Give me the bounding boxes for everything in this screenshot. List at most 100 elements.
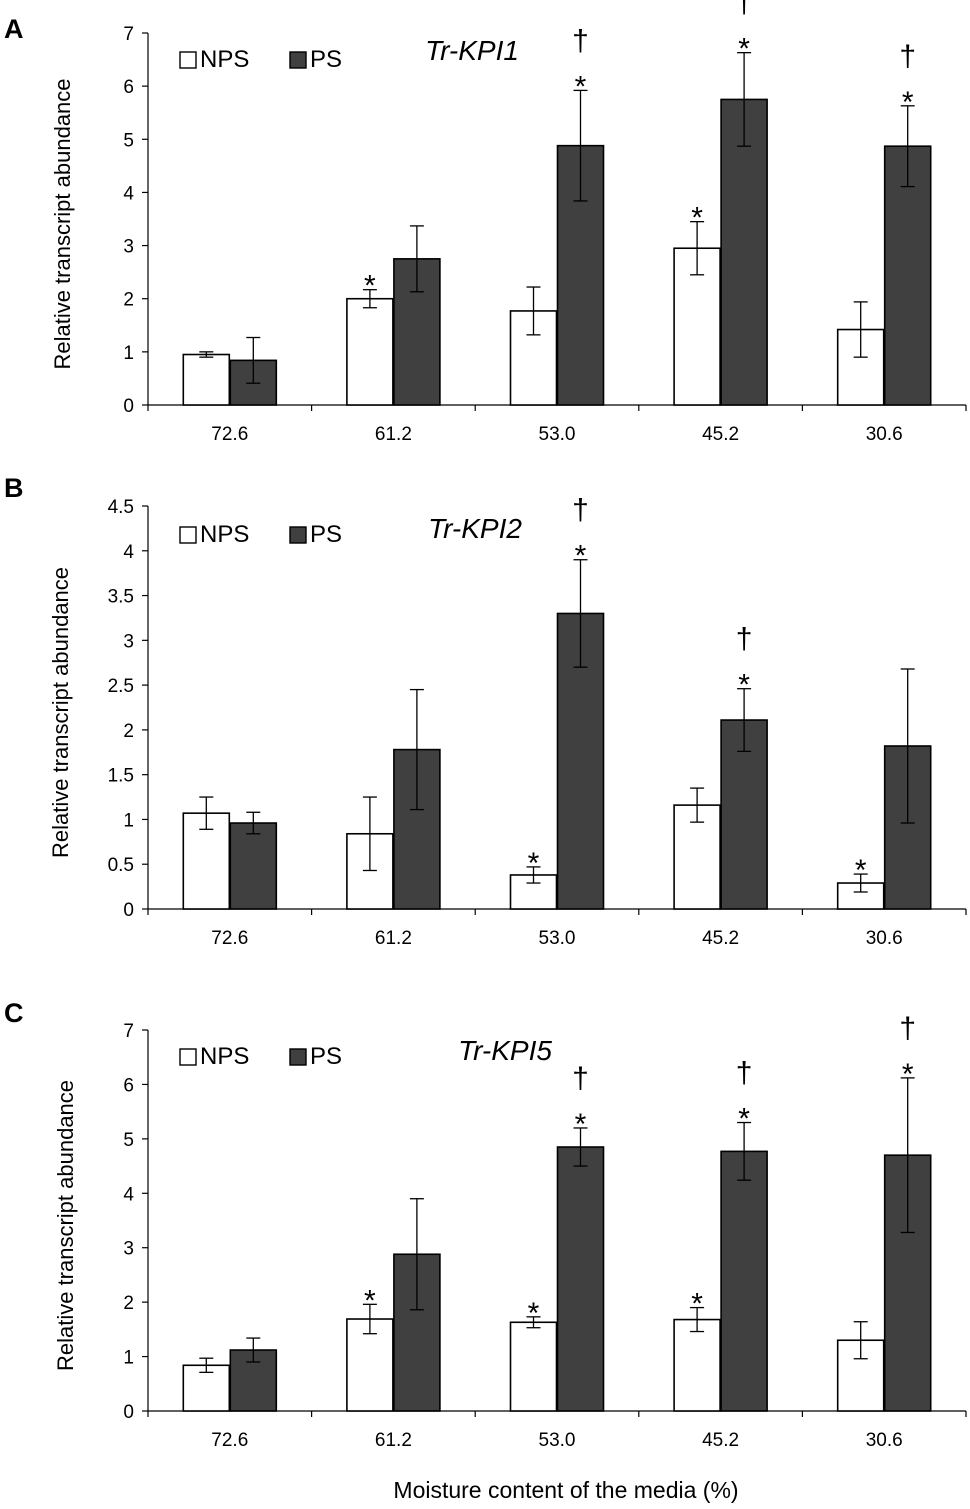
x-tick-label: 53.0 <box>539 928 576 949</box>
y-tick-label: 4.5 <box>108 497 134 518</box>
x-tick-label: 30.6 <box>866 424 903 445</box>
bar-ps <box>720 98 768 406</box>
y-tick-label: 6 <box>123 1075 134 1096</box>
significance-asterisk: * <box>738 669 750 702</box>
bar-nps <box>182 353 231 406</box>
bar-nps <box>509 1321 558 1412</box>
y-tick-label: 5 <box>123 130 134 151</box>
y-tick-label: 1.5 <box>108 766 134 787</box>
chart-title: Tr-KPI1 <box>425 35 519 66</box>
y-tick-label: 3 <box>123 1239 134 1260</box>
significance-dagger: † <box>572 494 589 527</box>
significance-dagger: † <box>899 1012 916 1045</box>
y-tick-label: 3.5 <box>108 587 134 608</box>
y-tick-label: 2.5 <box>108 676 134 697</box>
significance-dagger: † <box>572 24 589 57</box>
y-axis-label: Relative transcript abundance <box>50 78 75 369</box>
significance-asterisk: * <box>902 1058 914 1091</box>
bar-nps <box>346 297 394 406</box>
bar-nps <box>182 812 231 910</box>
y-tick-label: 2 <box>123 1293 134 1314</box>
bar-nps <box>673 1318 721 1412</box>
bar-ps <box>883 145 932 406</box>
x-tick-label: 30.6 <box>866 928 903 949</box>
bar-ps <box>720 1150 768 1412</box>
y-tick-label: 0 <box>123 900 134 921</box>
significance-asterisk: * <box>528 847 540 880</box>
x-tick-label: 72.6 <box>211 424 248 445</box>
y-tick-label: 7 <box>123 1021 134 1042</box>
y-tick-label: 0 <box>123 396 134 417</box>
y-tick-label: 3 <box>123 631 134 652</box>
panel-label: C <box>4 998 24 1028</box>
panel-label: B <box>4 473 24 503</box>
significance-dagger: † <box>572 1062 589 1095</box>
significance-asterisk: * <box>575 1108 587 1141</box>
legend-swatch-ps <box>289 1048 307 1066</box>
x-tick-label: 61.2 <box>375 1430 412 1451</box>
legend-label-ps: PS <box>310 46 342 73</box>
bar-ps <box>556 1146 605 1412</box>
y-tick-label: 1 <box>123 1348 134 1369</box>
significance-asterisk: * <box>691 1288 703 1321</box>
chart-title: Tr-KPI5 <box>458 1035 552 1066</box>
legend-label-nps: NPS <box>200 46 249 73</box>
x-tick-label: 45.2 <box>702 424 739 445</box>
x-tick-label: 53.0 <box>539 424 576 445</box>
x-tick-label: 53.0 <box>539 1430 576 1451</box>
significance-asterisk: * <box>528 1297 540 1330</box>
y-tick-label: 3 <box>123 237 134 258</box>
significance-asterisk: * <box>575 70 587 103</box>
bar-ps <box>229 822 278 910</box>
y-tick-label: 0.5 <box>108 855 134 876</box>
x-tick-label: 45.2 <box>702 928 739 949</box>
legend-swatch-ps <box>289 51 307 69</box>
y-tick-label: 4 <box>123 542 134 563</box>
panel-label: A <box>4 14 24 44</box>
legend-swatch-ps <box>289 526 307 544</box>
chart-title: Tr-KPI2 <box>428 513 522 544</box>
significance-dagger: † <box>736 0 753 20</box>
y-axis-label: Relative transcript abundance <box>53 1080 78 1371</box>
legend-label-nps: NPS <box>200 521 249 548</box>
x-tick-label: 72.6 <box>211 1430 248 1451</box>
significance-asterisk: * <box>902 86 914 119</box>
y-tick-label: 2 <box>123 721 134 742</box>
significance-asterisk: * <box>855 854 867 887</box>
significance-dagger: † <box>736 623 753 656</box>
significance-dagger: † <box>736 1057 753 1090</box>
y-tick-label: 1 <box>123 810 134 831</box>
y-tick-label: 1 <box>123 343 134 364</box>
significance-asterisk: * <box>575 540 587 573</box>
x-tick-label: 61.2 <box>375 928 412 949</box>
significance-asterisk: * <box>364 1284 376 1317</box>
y-tick-label: 7 <box>123 24 134 45</box>
significance-asterisk: * <box>364 270 376 303</box>
y-tick-label: 0 <box>123 1402 134 1423</box>
y-axis-label: Relative transcript abundance <box>48 567 73 858</box>
legend-swatch-nps <box>179 51 197 69</box>
y-tick-label: 2 <box>123 290 134 311</box>
legend-label-ps: PS <box>310 1043 342 1070</box>
legend-label-ps: PS <box>310 521 342 548</box>
significance-dagger: † <box>899 40 916 73</box>
y-tick-label: 6 <box>123 77 134 98</box>
x-tick-label: 30.6 <box>866 1430 903 1451</box>
chart-panel-a: A 0 1 2 3 4 5 6 7 72.6 61.2 53.0 45.2 30.6 Relative tr… <box>4 0 967 445</box>
legend-label-nps: NPS <box>200 1043 249 1070</box>
x-axis-label: Moisture content of the media (%) <box>393 1477 738 1503</box>
x-tick-label: 72.6 <box>211 928 248 949</box>
significance-asterisk: * <box>738 33 750 66</box>
chart-panel-c: C 0 1 2 3 4 5 6 7 72.6 61.2 53.0 45.2 30.6 Relative tr… <box>4 998 967 1451</box>
x-tick-label: 61.2 <box>375 424 412 445</box>
legend-swatch-nps <box>179 1048 197 1066</box>
y-tick-label: 4 <box>123 183 134 204</box>
y-tick-label: 5 <box>123 1130 134 1151</box>
significance-asterisk: * <box>691 202 703 235</box>
significance-asterisk: * <box>738 1103 750 1136</box>
legend-swatch-nps <box>179 526 197 544</box>
x-tick-label: 45.2 <box>702 1430 739 1451</box>
y-tick-label: 4 <box>123 1184 134 1205</box>
chart-panel-b: B 0 0.5 1 1.5 2 2.5 3 3.5 4 4.5 72.6 61.2 53.0 45.2 30.… <box>4 473 967 949</box>
